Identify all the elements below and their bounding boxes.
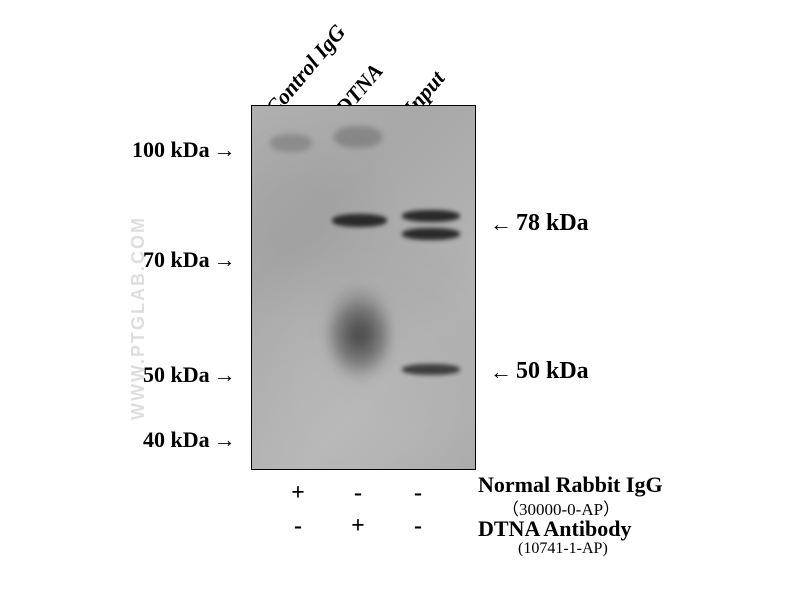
right-marker-50: ← 50 kDa [490,358,589,385]
grid-cell: - [328,480,388,507]
mw-text-50: 50 kDa [143,362,210,388]
blot-band [402,228,460,240]
mw-text-40: 40 kDa [143,427,210,453]
arrow-icon: → [214,249,236,271]
label-dtna-cat: (10741-1-AP) [518,540,608,558]
arrow-icon: → [214,364,236,386]
right-marker-78: ← 78 kDa [490,210,589,237]
mw-marker-50: 50 kDa → [143,362,236,388]
right-text-50: 50 kDa [516,358,589,385]
grid-cell: - [388,513,448,540]
blot-band [332,214,387,227]
mw-text-70: 70 kDa [143,247,210,273]
label-dtna-antibody: DTNA Antibody [478,516,631,542]
blot-band [270,134,312,152]
treatment-grid: + - - - + - [268,480,448,540]
arrow-icon: ← [490,213,512,235]
arrow-icon: ← [490,361,512,383]
mw-marker-70: 70 kDa → [143,247,236,273]
western-blot [251,105,476,470]
blot-band [334,126,382,148]
blot-band [402,210,460,222]
grid-cell: - [388,480,448,507]
mw-marker-100: 100 kDa → [132,137,236,163]
figure-container: WWW.PTGLAB.COM Control IgG DTNA Input 10… [0,0,800,600]
blot-band [402,364,460,375]
blot-smear [330,301,390,371]
grid-cell: + [268,480,328,507]
grid-cell: - [268,513,328,540]
arrow-icon: → [214,139,236,161]
grid-cell: + [328,513,388,540]
right-text-78: 78 kDa [516,210,589,237]
mw-marker-40: 40 kDa → [143,427,236,453]
arrow-icon: → [214,429,236,451]
mw-text-100: 100 kDa [132,137,210,163]
